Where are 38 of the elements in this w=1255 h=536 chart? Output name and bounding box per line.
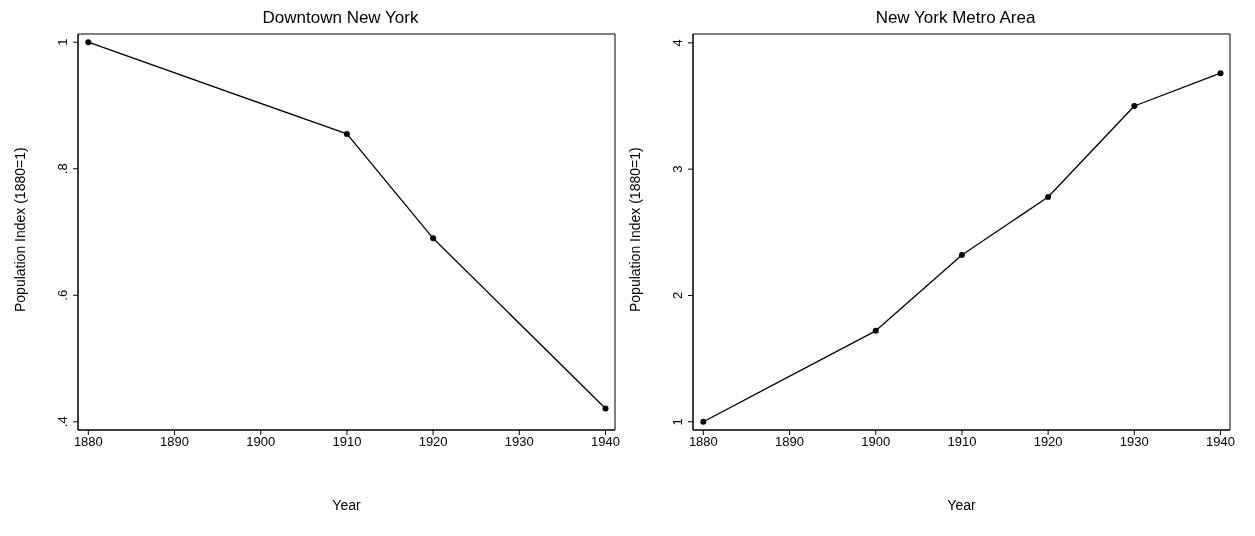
x-tick-label: 1930 [1119, 434, 1149, 450]
x-tick-label: 1890 [775, 434, 804, 450]
x-tick-label: 1880 [688, 434, 718, 450]
chart-title: New York Metro Area [874, 8, 1037, 28]
y-tick-label: .6 [55, 289, 70, 301]
chart-title: Downtown New York [261, 8, 420, 28]
point [602, 405, 609, 412]
point [343, 130, 350, 137]
x-axis-title: Year [332, 497, 361, 513]
point [872, 327, 879, 334]
x-tick-label: 1910 [947, 434, 977, 450]
y-tick-label: .8 [55, 163, 70, 175]
point [1045, 193, 1052, 200]
x-tick-label: 1880 [73, 434, 103, 450]
y-tick-label: 2 [670, 291, 685, 300]
x-tick-label: 1920 [1033, 434, 1063, 450]
x-tick-label: 1890 [160, 434, 189, 450]
x-tick-label: 1900 [246, 434, 276, 450]
point [430, 235, 437, 242]
point [700, 418, 707, 425]
x-tick-label: 1940 [1206, 434, 1235, 450]
x-axis-title: Year [947, 497, 976, 513]
y-tick-label: 1 [670, 418, 685, 426]
x-tick-label: 1920 [418, 434, 448, 450]
y-tick-label: 4 [670, 39, 685, 47]
x-tick-label: 1940 [591, 434, 620, 450]
y-axis-title: Population Index (1880=1) [11, 147, 28, 312]
x-tick-label: 1900 [861, 434, 891, 450]
y-axis-title: Population Index (1880=1) [626, 147, 643, 312]
point [1217, 70, 1224, 77]
x-tick-label: 1930 [504, 434, 534, 450]
point [85, 39, 92, 46]
point [958, 252, 965, 259]
y-tick-label: 1 [55, 38, 70, 46]
y-tick-label: .4 [55, 416, 70, 428]
y-tick-label: 3 [670, 165, 685, 173]
point [1131, 103, 1138, 109]
x-tick-label: 1910 [332, 434, 362, 450]
